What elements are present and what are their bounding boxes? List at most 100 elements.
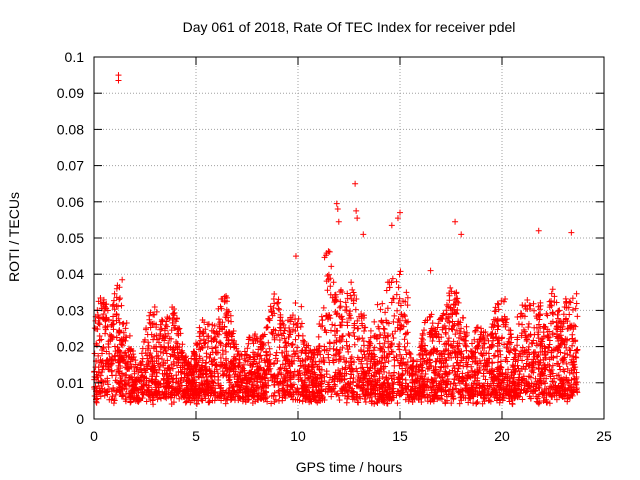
data-point <box>528 359 535 366</box>
data-point <box>514 362 521 369</box>
data-point <box>202 339 209 346</box>
data-point <box>172 387 179 394</box>
data-point <box>112 348 119 355</box>
data-point <box>271 336 278 343</box>
data-point <box>477 331 484 338</box>
data-point <box>185 361 192 368</box>
data-point <box>360 381 367 388</box>
data-point <box>542 345 549 352</box>
data-point <box>318 383 325 390</box>
data-point <box>428 383 435 390</box>
data-point <box>105 366 112 373</box>
data-point <box>249 360 256 367</box>
data-point <box>436 316 443 323</box>
data-point <box>270 305 277 312</box>
data-point <box>567 299 574 306</box>
data-point <box>351 322 358 329</box>
data-point <box>561 350 568 357</box>
data-point <box>290 321 297 328</box>
data-point <box>505 366 512 373</box>
data-point <box>305 342 312 349</box>
data-point <box>275 397 282 404</box>
data-point <box>355 373 362 380</box>
data-point <box>111 306 118 313</box>
data-point <box>246 334 253 341</box>
data-point <box>549 362 556 369</box>
data-point <box>474 399 481 406</box>
data-point <box>394 357 401 364</box>
data-point <box>346 381 353 388</box>
data-point <box>176 344 183 351</box>
data-point <box>330 279 337 286</box>
data-point <box>386 351 393 358</box>
data-point <box>282 340 289 347</box>
data-point <box>188 397 195 404</box>
data-point <box>326 385 333 392</box>
data-point <box>402 367 409 374</box>
data-point <box>563 360 570 367</box>
data-point <box>396 271 403 278</box>
data-point <box>320 357 327 364</box>
data-point <box>494 382 501 389</box>
data-point <box>439 326 446 333</box>
data-point <box>122 325 129 332</box>
data-point <box>325 351 332 358</box>
data-point <box>471 354 478 361</box>
data-point <box>236 352 243 359</box>
data-point <box>314 351 321 358</box>
data-point <box>167 353 174 360</box>
data-point <box>278 349 285 356</box>
data-point <box>257 364 264 371</box>
data-point <box>184 373 191 380</box>
data-point <box>433 382 440 389</box>
data-point <box>117 365 124 372</box>
data-point <box>102 330 109 337</box>
data-point <box>117 295 124 302</box>
data-point <box>123 364 130 371</box>
data-point <box>308 354 315 361</box>
data-point <box>496 370 503 377</box>
data-point <box>180 388 187 395</box>
data-point <box>319 317 326 324</box>
data-point <box>193 400 200 407</box>
data-point <box>460 355 467 362</box>
data-point <box>514 313 521 320</box>
data-point <box>418 399 425 406</box>
data-point <box>454 298 461 305</box>
data-point <box>340 354 347 361</box>
data-point <box>249 392 256 399</box>
data-point <box>270 360 277 367</box>
data-point <box>207 351 214 358</box>
data-point <box>353 365 360 372</box>
data-point <box>383 383 390 390</box>
data-point <box>153 308 160 315</box>
data-point <box>218 305 225 312</box>
data-point <box>426 329 433 336</box>
data-point <box>527 374 534 381</box>
data-point <box>298 303 305 310</box>
data-point <box>453 310 460 317</box>
data-point <box>270 326 277 333</box>
data-point <box>337 387 344 394</box>
data-point <box>213 361 220 368</box>
data-point <box>317 394 324 401</box>
data-point <box>458 378 465 385</box>
data-point <box>265 366 272 373</box>
data-point <box>354 391 361 398</box>
data-point <box>473 343 480 350</box>
data-point <box>125 353 132 360</box>
data-point <box>373 335 380 342</box>
data-point <box>183 398 190 405</box>
data-point <box>216 339 223 346</box>
data-point <box>348 279 355 286</box>
data-point <box>355 382 362 389</box>
data-point <box>335 350 342 357</box>
data-point <box>264 358 271 365</box>
data-point <box>419 360 426 367</box>
data-point <box>157 321 164 328</box>
data-point <box>352 180 359 187</box>
data-point <box>492 304 499 311</box>
data-point <box>372 353 379 360</box>
data-point <box>196 324 203 331</box>
